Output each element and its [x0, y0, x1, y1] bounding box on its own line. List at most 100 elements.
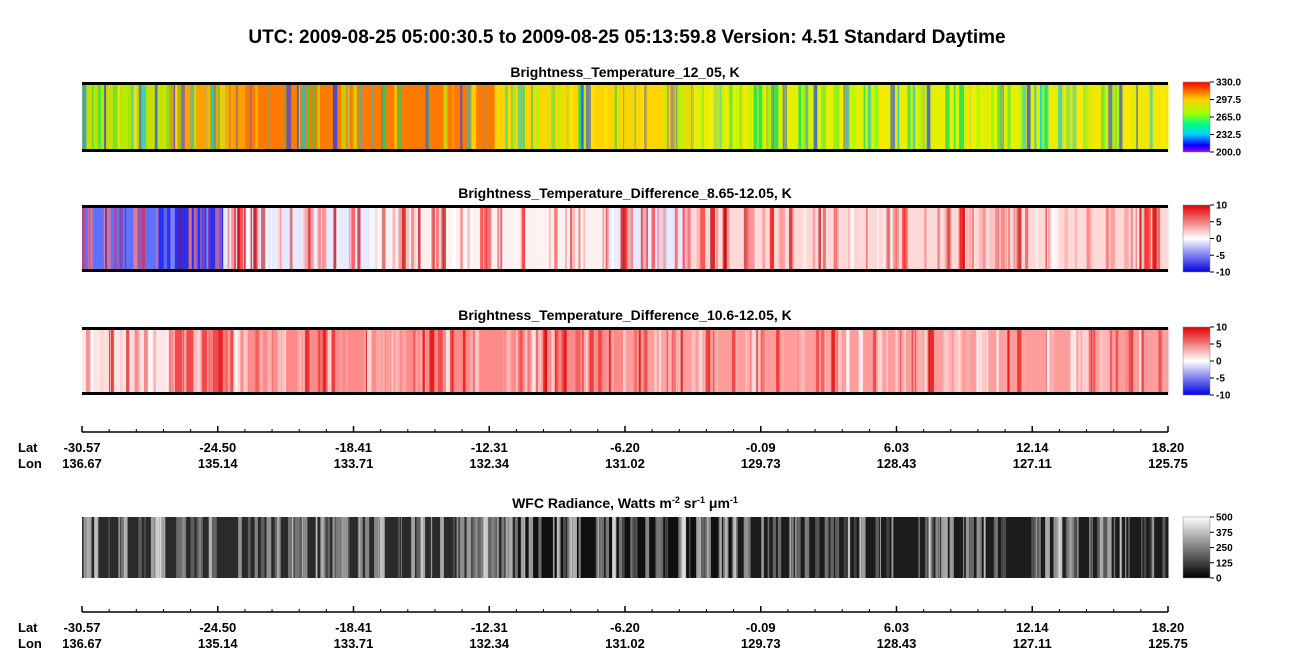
- strip-texture: [818, 205, 822, 272]
- strip-texture: [206, 82, 210, 152]
- strip-texture: [88, 327, 94, 395]
- strip-texture: [430, 517, 433, 578]
- strip-texture: [845, 82, 850, 152]
- strip-texture: [883, 82, 886, 152]
- strip-texture: [176, 517, 182, 578]
- strip-texture: [674, 205, 678, 272]
- strip-texture: [942, 327, 946, 395]
- strip-texture: [872, 327, 877, 395]
- strip-texture: [207, 205, 211, 272]
- strip-texture: [109, 327, 111, 395]
- strip-texture: [401, 205, 406, 272]
- strip-texture: [473, 517, 475, 578]
- strip-texture: [82, 517, 88, 578]
- strip-texture: [978, 205, 982, 272]
- strip-texture: [508, 517, 513, 578]
- strip-texture: [156, 82, 161, 152]
- axis-label: Lon: [18, 636, 42, 651]
- strip-texture: [941, 82, 946, 152]
- strip-texture: [476, 327, 480, 395]
- strip-texture: [754, 205, 757, 272]
- strip-texture: [1161, 82, 1165, 152]
- strip-texture: [1059, 517, 1062, 578]
- strip-texture: [406, 205, 410, 272]
- strip-texture: [332, 517, 335, 578]
- strip-texture: [567, 82, 572, 152]
- strip-texture: [556, 327, 559, 395]
- strip-texture: [303, 517, 308, 578]
- strip-texture: [277, 327, 282, 395]
- strip-texture: [555, 205, 558, 272]
- strip-texture: [886, 327, 888, 395]
- strip-texture: [1132, 82, 1135, 152]
- strip-texture: [155, 517, 160, 578]
- strip-texture: [283, 82, 287, 152]
- strip-texture: [838, 327, 842, 395]
- strip-texture: [994, 205, 999, 272]
- strip-texture: [722, 82, 725, 152]
- colorbar: [1182, 81, 1211, 153]
- strip-texture: [142, 205, 145, 272]
- strip-texture: [877, 205, 879, 272]
- strip-texture: [947, 205, 952, 272]
- strip-texture: [190, 517, 195, 578]
- strip-texture: [945, 327, 949, 395]
- strip-texture: [185, 327, 187, 395]
- strip-texture: [170, 82, 173, 152]
- strip-texture: [753, 82, 758, 152]
- strip-texture: [266, 517, 272, 578]
- strip-texture: [578, 205, 581, 272]
- strip-texture: [341, 517, 347, 578]
- strip-texture: [535, 82, 540, 152]
- strip-texture: [597, 517, 600, 578]
- strip-texture: [510, 82, 515, 152]
- strip-texture: [392, 205, 396, 272]
- strip-texture: [341, 82, 347, 152]
- strip-texture: [160, 517, 165, 578]
- strip-texture: [844, 82, 849, 152]
- strip-texture: [705, 327, 708, 395]
- strip-texture: [411, 205, 414, 272]
- strip-texture: [991, 82, 995, 152]
- strip-texture: [321, 327, 325, 395]
- strip-texture: [1058, 82, 1063, 152]
- strip-texture: [1159, 327, 1164, 395]
- strip-texture: [253, 205, 258, 272]
- strip-texture: [1141, 205, 1145, 272]
- strip-texture: [1119, 82, 1123, 152]
- strip-texture: [299, 327, 303, 395]
- strip-texture: [148, 327, 153, 395]
- title-text: sr: [680, 495, 698, 511]
- strip-texture: [150, 517, 155, 578]
- strip-texture: [895, 327, 898, 395]
- strip-texture: [871, 82, 875, 152]
- strip-texture: [297, 82, 300, 152]
- strip-texture: [812, 205, 816, 272]
- strip-texture: [879, 82, 884, 152]
- strip-texture: [185, 327, 188, 395]
- colorbar-tick-label: -10: [1216, 391, 1231, 402]
- strip-texture: [255, 82, 258, 152]
- strip-texture: [1099, 517, 1104, 578]
- strip-texture: [852, 205, 858, 272]
- strip-texture: [246, 205, 251, 272]
- strip-texture: [780, 205, 785, 272]
- strip-texture: [513, 205, 519, 272]
- strip-texture: [1089, 517, 1091, 578]
- strip-texture: [456, 517, 459, 578]
- strip-texture: [255, 205, 261, 272]
- strip-texture: [913, 327, 917, 395]
- strip-texture: [1078, 82, 1082, 152]
- strip-texture: [570, 517, 576, 578]
- strip-texture: [82, 82, 87, 152]
- strip-texture: [467, 205, 471, 272]
- strip-texture: [964, 82, 967, 152]
- lat-tick-label: 6.03: [884, 620, 909, 635]
- strip-texture: [188, 205, 192, 272]
- strip-texture: [704, 517, 709, 578]
- strip-texture: [1086, 205, 1090, 272]
- strip-texture: [719, 517, 722, 578]
- lat-tick-label: -12.31: [471, 440, 508, 455]
- strip-texture: [750, 205, 756, 272]
- strip-texture: [667, 327, 672, 395]
